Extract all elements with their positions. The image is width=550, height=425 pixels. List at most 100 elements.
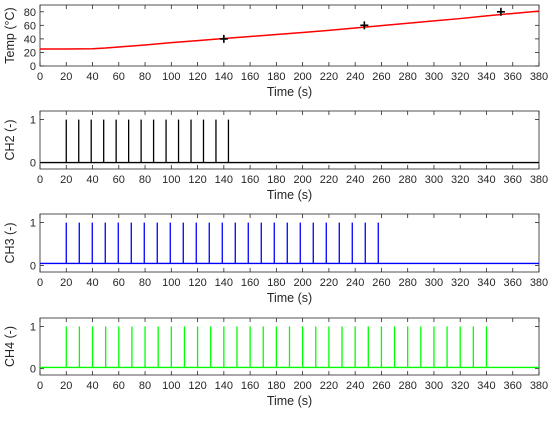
panel-3-xtick-label: 60 [113, 277, 125, 289]
panel-1-ytick-label: 0 [30, 61, 36, 73]
panel-1-marker [219, 34, 228, 43]
panel-4-xtick-label: 0 [37, 380, 43, 392]
panel-3-xtick-label: 120 [188, 277, 206, 289]
panel-2-xtick-label: 120 [188, 174, 206, 186]
panel-2-xtick-label: 320 [451, 174, 469, 186]
panel-2-xtick-label: 160 [241, 174, 259, 186]
panel-3-xtick-label: 340 [477, 277, 495, 289]
panel-2-ytick-label: 1 [30, 115, 36, 127]
panel-4-xtick-label: 60 [113, 380, 125, 392]
panel-3-xtick-label: 0 [37, 277, 43, 289]
panel-2-xtick-label: 260 [372, 174, 390, 186]
panel-1-xtick-label: 360 [504, 71, 522, 83]
panel-2-xtick-label: 360 [504, 174, 522, 186]
panel-4-xtick-label: 80 [139, 380, 151, 392]
panel-1-marker [360, 21, 369, 30]
panel-4-xtick-label: 140 [215, 380, 233, 392]
panel-3-xtick-label: 180 [267, 277, 285, 289]
panel-1-marker [496, 7, 505, 16]
panel-1-xtick-label: 40 [86, 71, 98, 83]
panel-2-xtick-label: 80 [139, 174, 151, 186]
panel-1-xtick-label: 160 [241, 71, 259, 83]
panel-3-ytick-label: 0 [30, 261, 36, 273]
panel-1-xtick-label: 200 [293, 71, 311, 83]
panel-4-xtick-label: 360 [504, 380, 522, 392]
panel-4-axes-box [39, 317, 540, 376]
panel-1-xtick-label: 80 [139, 71, 151, 83]
panel-1-xtick-label: 280 [399, 71, 417, 83]
panel-3-xtick-label: 200 [293, 277, 311, 289]
panel-4-xtick-label: 100 [162, 380, 180, 392]
panel-2-xtick-label: 380 [530, 174, 548, 186]
panel-1-ytick-label: 60 [24, 20, 36, 32]
panel-1-xtick-label: 320 [451, 71, 469, 83]
panel-1-xtick-label: 240 [346, 71, 364, 83]
panel-2-xtick-label: 140 [215, 174, 233, 186]
panel-1-ytick-label: 20 [24, 47, 36, 59]
panel-3-ytick-label: 1 [30, 218, 36, 230]
panel-2-xtick-label: 100 [162, 174, 180, 186]
panel-3-xtick-label: 40 [86, 277, 98, 289]
panel-1-xtick-label: 260 [372, 71, 390, 83]
panel-1-series-line [40, 10, 540, 50]
panel-4-xtick-label: 200 [293, 380, 311, 392]
panel-4-xtick-label: 320 [451, 380, 469, 392]
panel-3-xtick-label: 240 [346, 277, 364, 289]
panel-3-axes-box [39, 213, 540, 273]
panel-1-xtick-label: 380 [530, 71, 548, 83]
panel-3-ylabel: CH3 (-) [3, 223, 17, 264]
panel-1-xtick-label: 220 [320, 71, 338, 83]
panel-3-xtick-label: 260 [372, 277, 390, 289]
panel-2-xtick-label: 180 [267, 174, 285, 186]
panel-1-axes-box [39, 4, 540, 67]
panel-2-xtick-label: 240 [346, 174, 364, 186]
panel-4-xlabel: Time (s) [267, 394, 312, 408]
panel-2-xtick-label: 280 [399, 174, 417, 186]
panel-1-xtick-label: 120 [188, 71, 206, 83]
panel-4-ylabel: CH4 (-) [3, 326, 17, 367]
panel-4-xtick-label: 180 [267, 380, 285, 392]
panel-3-xtick-label: 320 [451, 277, 469, 289]
panel-4-xtick-label: 220 [320, 380, 338, 392]
panel-4-xtick-label: 340 [477, 380, 495, 392]
panel-4-xtick-label: 280 [399, 380, 417, 392]
panel-1-xtick-label: 0 [37, 71, 43, 83]
panel-1-xtick-label: 100 [162, 71, 180, 83]
panel-4-xtick-label: 300 [425, 380, 443, 392]
panel-3-xtick-label: 80 [139, 277, 151, 289]
panel-2-xtick-label: 300 [425, 174, 443, 186]
panel-2-ytick-label: 0 [30, 158, 36, 170]
panel-1-ylabel: Temp (°C) [3, 7, 17, 63]
panel-4-xtick-label: 20 [60, 380, 72, 392]
panel-2-xlabel: Time (s) [267, 188, 312, 202]
panel-1-xtick-label: 20 [60, 71, 72, 83]
panel-4-xtick-label: 40 [86, 380, 98, 392]
panel-2-xtick-label: 200 [293, 174, 311, 186]
panel-4-xtick-label: 240 [346, 380, 364, 392]
panel-3-xtick-label: 360 [504, 277, 522, 289]
panel-2-xtick-label: 60 [113, 174, 125, 186]
panel-1-ytick-label: 80 [24, 7, 36, 19]
panel-3-xtick-label: 140 [215, 277, 233, 289]
panel-2-xtick-label: 220 [320, 174, 338, 186]
panel-1-xtick-label: 60 [113, 71, 125, 83]
panel-1-ytick-label: 40 [24, 34, 36, 46]
panel-4-xtick-label: 380 [530, 380, 548, 392]
panel-3-xtick-label: 300 [425, 277, 443, 289]
panel-3-xlabel: Time (s) [267, 291, 312, 305]
panel-2-xtick-label: 20 [60, 174, 72, 186]
panel-4-xtick-label: 260 [372, 380, 390, 392]
panel-3-xtick-label: 160 [241, 277, 259, 289]
panel-3-xtick-label: 280 [399, 277, 417, 289]
panel-3-xtick-label: 380 [530, 277, 548, 289]
panel-2-axes-box [39, 110, 540, 170]
panel-4-ytick-label: 1 [30, 321, 36, 333]
panel-3-xtick-label: 100 [162, 277, 180, 289]
panel-4-ytick-label: 0 [30, 364, 36, 376]
panel-2-xtick-label: 0 [37, 174, 43, 186]
panel-3-xtick-label: 220 [320, 277, 338, 289]
panel-1-xtick-label: 140 [215, 71, 233, 83]
panel-2-ylabel: CH2 (-) [3, 120, 17, 161]
